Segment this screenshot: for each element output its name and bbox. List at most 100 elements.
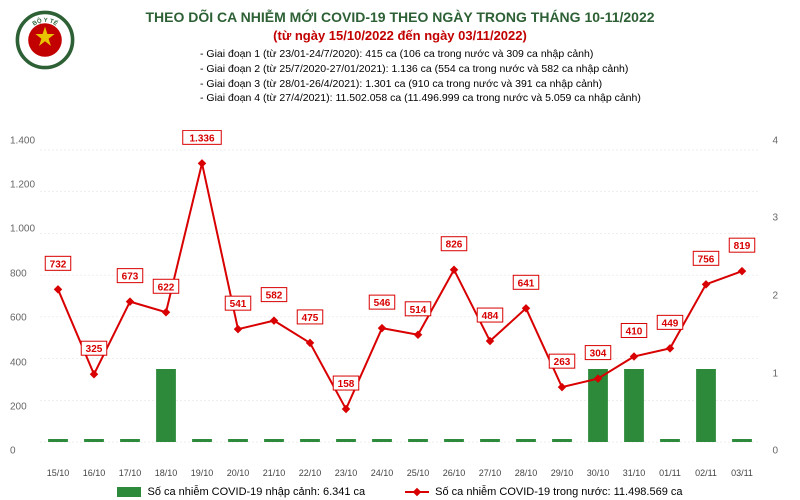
data-point bbox=[702, 280, 710, 288]
bar bbox=[264, 439, 284, 442]
x-tick: 01/11 bbox=[652, 468, 688, 478]
chart-legend: Số ca nhiễm COVID-19 nhập cảnh: 6.341 ca… bbox=[0, 486, 800, 498]
value-label: 484 bbox=[482, 311, 499, 322]
y-left-tick: 800 bbox=[10, 268, 27, 279]
y-right-tick: 0 bbox=[772, 446, 778, 457]
data-point bbox=[342, 405, 350, 413]
value-label: 673 bbox=[122, 272, 139, 283]
value-label: 410 bbox=[626, 326, 643, 337]
y-right-tick: 3 bbox=[772, 213, 778, 224]
ministry-logo: BỘ Y TẾ bbox=[15, 10, 75, 70]
data-point bbox=[126, 297, 134, 305]
phase-3: - Giai đoạn 3 (từ 28/01-26/4/2021): 1.30… bbox=[200, 77, 800, 92]
value-label: 826 bbox=[446, 240, 463, 251]
phase-4: - Giai đoạn 4 (từ 27/4/2021): 11.502.058… bbox=[200, 91, 800, 106]
data-point bbox=[558, 383, 566, 391]
value-label: 541 bbox=[230, 299, 247, 310]
data-point bbox=[450, 265, 458, 273]
chart-header: THEO DÕI CA NHIỄM MỚI COVID-19 THEO NGÀY… bbox=[0, 0, 800, 106]
legend-line-swatch bbox=[405, 491, 429, 493]
x-tick: 22/10 bbox=[292, 468, 328, 478]
legend-bar: Số ca nhiễm COVID-19 nhập cảnh: 6.341 ca bbox=[117, 486, 365, 498]
legend-bar-label: Số ca nhiễm COVID-19 nhập cảnh: 6.341 ca bbox=[147, 486, 365, 498]
y-left-tick: 1.400 bbox=[10, 135, 35, 146]
value-label: 514 bbox=[410, 305, 427, 316]
bar bbox=[516, 439, 536, 442]
bar bbox=[300, 439, 320, 442]
value-label: 756 bbox=[698, 254, 715, 265]
x-tick: 26/10 bbox=[436, 468, 472, 478]
value-label: 641 bbox=[518, 278, 535, 289]
data-point bbox=[378, 324, 386, 332]
data-point bbox=[666, 344, 674, 352]
x-tick: 20/10 bbox=[220, 468, 256, 478]
y-left-tick: 400 bbox=[10, 357, 27, 368]
x-tick: 23/10 bbox=[328, 468, 364, 478]
data-point bbox=[234, 325, 242, 333]
value-label: 263 bbox=[554, 357, 571, 368]
data-point bbox=[414, 331, 422, 339]
legend-line-label: Số ca nhiễm COVID-19 trong nước: 11.498.… bbox=[435, 486, 682, 498]
value-label: 449 bbox=[662, 318, 679, 329]
data-point bbox=[738, 267, 746, 275]
x-tick: 29/10 bbox=[544, 468, 580, 478]
y-left-tick: 1.000 bbox=[10, 224, 35, 235]
bar bbox=[84, 439, 104, 442]
value-label: 582 bbox=[266, 291, 283, 302]
legend-bar-swatch bbox=[117, 487, 141, 497]
y-right-tick: 2 bbox=[772, 291, 778, 302]
bar bbox=[192, 439, 212, 442]
x-tick: 24/10 bbox=[364, 468, 400, 478]
value-label: 304 bbox=[590, 349, 607, 360]
x-tick: 18/10 bbox=[148, 468, 184, 478]
x-tick: 27/10 bbox=[472, 468, 508, 478]
value-label: 475 bbox=[302, 313, 319, 324]
y-left-tick: 200 bbox=[10, 402, 27, 413]
x-tick: 21/10 bbox=[256, 468, 292, 478]
value-label: 622 bbox=[158, 282, 175, 293]
phase-1: - Giai đoạn 1 (từ 23/01-24/7/2020): 415 … bbox=[200, 47, 800, 62]
value-label: 546 bbox=[374, 298, 391, 309]
y-left-tick: 600 bbox=[10, 313, 27, 324]
chart-area: 732 325 673 622 1.336 541 582 475 158 546 514 826 48… bbox=[40, 130, 760, 460]
value-label: 158 bbox=[338, 379, 355, 390]
bar bbox=[48, 439, 68, 442]
data-point bbox=[198, 159, 206, 167]
x-tick: 25/10 bbox=[400, 468, 436, 478]
bar bbox=[624, 369, 644, 442]
bar bbox=[480, 439, 500, 442]
x-tick: 02/11 bbox=[688, 468, 724, 478]
bar bbox=[156, 369, 176, 442]
bar bbox=[336, 439, 356, 442]
x-tick: 16/10 bbox=[76, 468, 112, 478]
bar bbox=[660, 439, 680, 442]
y-left-tick: 1.200 bbox=[10, 180, 35, 191]
legend-line: Số ca nhiễm COVID-19 trong nước: 11.498.… bbox=[405, 486, 682, 498]
y-left-tick: 0 bbox=[10, 446, 16, 457]
bar bbox=[552, 439, 572, 442]
bar bbox=[444, 439, 464, 442]
bar bbox=[408, 439, 428, 442]
x-axis-labels: 15/1016/1017/1018/1019/1020/1021/1022/10… bbox=[40, 468, 760, 478]
bar bbox=[372, 439, 392, 442]
data-point bbox=[54, 285, 62, 293]
chart-subtitle: (từ ngày 15/10/2022 đến ngày 03/11/2022) bbox=[0, 28, 800, 43]
y-right-tick: 4 bbox=[772, 135, 778, 146]
value-label: 325 bbox=[86, 344, 103, 355]
x-tick: 15/10 bbox=[40, 468, 76, 478]
y-right-tick: 1 bbox=[772, 368, 778, 379]
value-label: 1.336 bbox=[189, 133, 214, 144]
bar bbox=[732, 439, 752, 442]
bar bbox=[228, 439, 248, 442]
phase-2: - Giai đoạn 2 (từ 25/7/2020-27/01/2021):… bbox=[200, 62, 800, 77]
combo-chart: 732 325 673 622 1.336 541 582 475 158 546 514 826 48… bbox=[40, 130, 760, 460]
x-tick: 19/10 bbox=[184, 468, 220, 478]
bar bbox=[696, 369, 716, 442]
value-label: 819 bbox=[734, 241, 751, 252]
phases-list: - Giai đoạn 1 (từ 23/01-24/7/2020): 415 … bbox=[200, 47, 800, 106]
data-point bbox=[162, 308, 170, 316]
value-label: 732 bbox=[50, 259, 67, 270]
x-tick: 30/10 bbox=[580, 468, 616, 478]
x-tick: 28/10 bbox=[508, 468, 544, 478]
bar bbox=[120, 439, 140, 442]
